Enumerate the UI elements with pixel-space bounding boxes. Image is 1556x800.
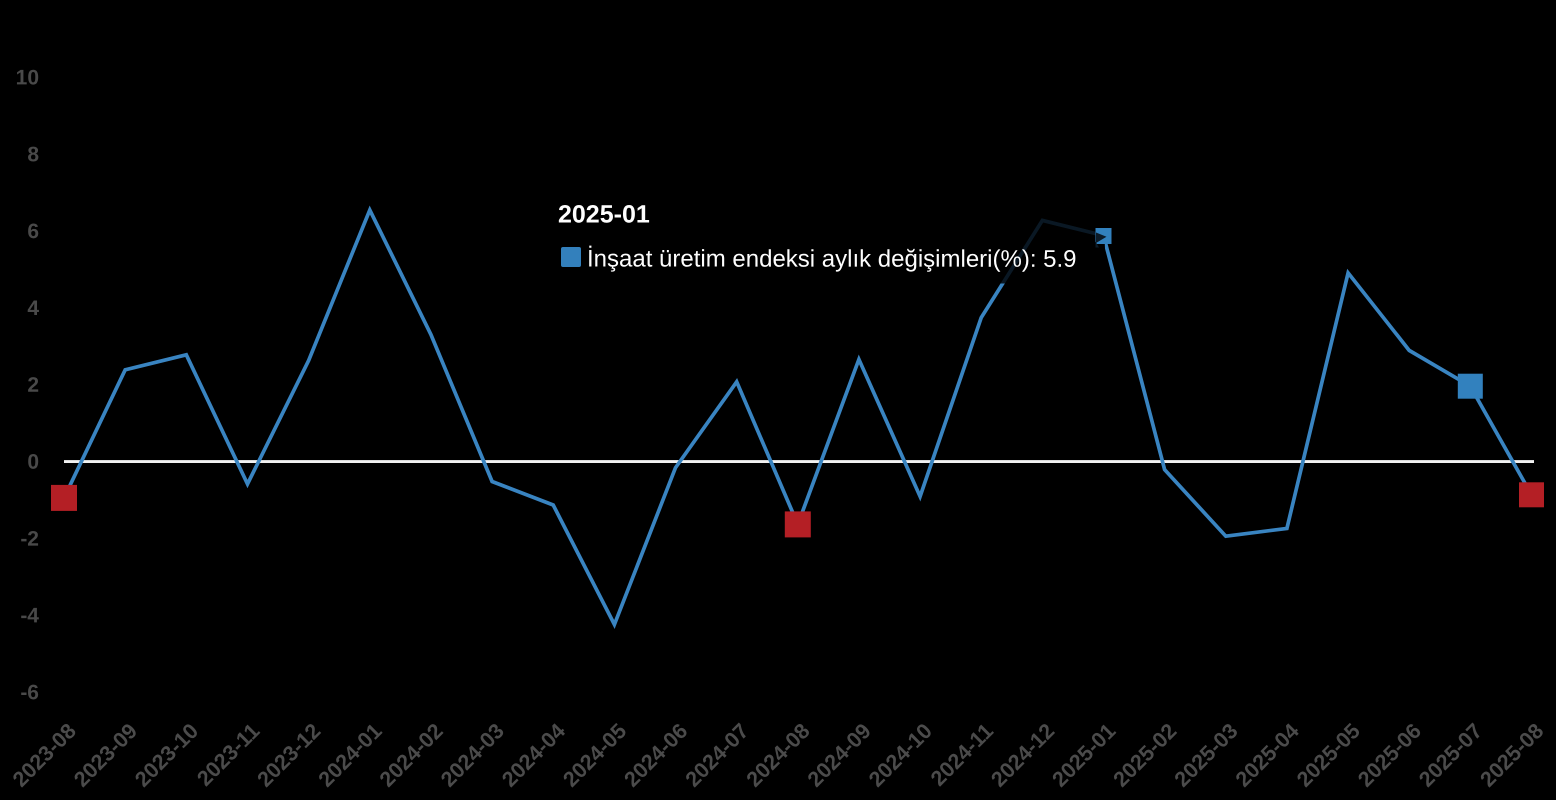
svg-text:-4: -4 [20,604,39,627]
svg-text:8: 8 [27,143,39,166]
svg-text:2: 2 [27,374,39,397]
svg-text:-6: -6 [20,681,39,704]
svg-text:İnşaat üretim endeksi aylık de: İnşaat üretim endeksi aylık değişimleri(… [587,246,1077,273]
svg-text:2025-01: 2025-01 [558,201,650,229]
svg-text:-2: -2 [20,528,39,551]
svg-text:6: 6 [27,220,39,243]
svg-text:10: 10 [16,66,39,89]
svg-text:4: 4 [27,297,39,320]
svg-text:0: 0 [27,451,39,474]
